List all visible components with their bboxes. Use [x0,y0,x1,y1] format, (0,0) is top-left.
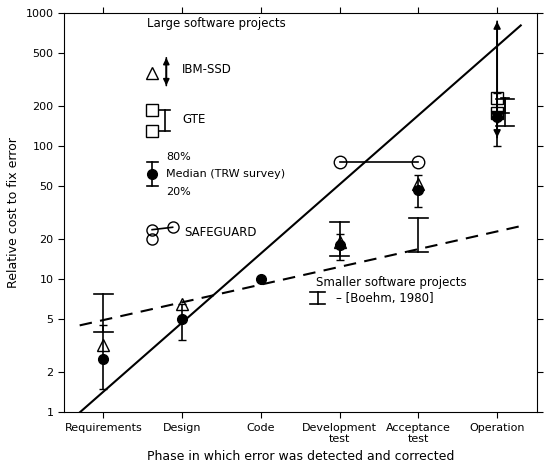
Text: 80%: 80% [166,152,191,162]
Text: GTE: GTE [182,113,205,126]
Text: Large software projects: Large software projects [147,17,285,31]
Text: – [Boehm, 1980]: – [Boehm, 1980] [335,292,433,305]
Text: IBM-SSD: IBM-SSD [182,63,232,76]
X-axis label: Phase in which error was detected and corrected: Phase in which error was detected and co… [147,450,454,463]
Y-axis label: Relative cost to fix error: Relative cost to fix error [7,137,20,288]
Text: Smaller software projects: Smaller software projects [316,275,467,289]
Text: Median (TRW survey): Median (TRW survey) [166,169,285,179]
Text: SAFEGUARD: SAFEGUARD [184,226,257,239]
Text: 20%: 20% [166,187,191,197]
